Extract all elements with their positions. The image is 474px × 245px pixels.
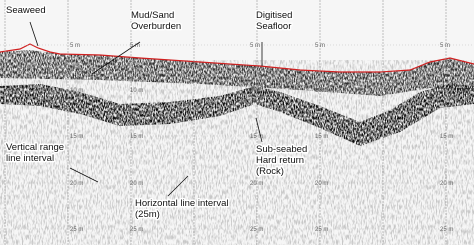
- depth-label: 20 m: [250, 181, 263, 187]
- annotation-text: Digitised: [256, 10, 292, 21]
- depth-label: 25 m: [440, 227, 453, 233]
- annotation-text: Seafloor: [256, 21, 291, 32]
- annotation-text: Sub-seabed: [256, 144, 307, 155]
- depth-label: 15 m: [130, 134, 143, 140]
- depth-label: 25 m: [70, 227, 83, 233]
- annotation-halo: Vertical range: [6, 142, 64, 153]
- digitised-seafloor: [0, 43, 474, 73]
- leader-line: [255, 117, 263, 143]
- depth-label: 10 m: [315, 88, 328, 94]
- leader-line: [29, 21, 39, 47]
- depth-label: 15 m: [70, 134, 83, 140]
- annotation-text: Overburden: [131, 21, 181, 32]
- leader-lines: [29, 21, 263, 197]
- annotation-halo: Mud/Sand: [131, 10, 174, 21]
- annotation-text: Mud/Sand: [131, 10, 174, 21]
- leader-line: [91, 41, 141, 75]
- depth-label: 5 m: [70, 43, 80, 49]
- annotation-text: Vertical range: [6, 142, 64, 153]
- depth-label: 20 m: [70, 181, 83, 187]
- annotation-text: (25m): [135, 209, 160, 220]
- annotation-halo: (Rock): [256, 166, 284, 177]
- depth-label: 25 m: [315, 227, 328, 233]
- annotation-halo: Sub-seabed: [256, 144, 307, 155]
- depth-label: 25 m: [130, 227, 143, 233]
- depth-label: 15 m: [315, 134, 328, 140]
- annotation-text: Seaweed: [6, 5, 46, 16]
- depth-label: 5 m: [130, 43, 140, 49]
- rock-reflector: [0, 84, 474, 146]
- annotation-halo: Overburden: [131, 21, 181, 32]
- depth-label: 20 m: [130, 181, 143, 187]
- annotation-text: line interval: [6, 153, 54, 164]
- annotation-halo: (25m): [135, 209, 160, 220]
- annotation-halo: Digitised: [256, 10, 292, 21]
- leader-line: [69, 167, 99, 183]
- depth-label: 10 m: [70, 88, 83, 94]
- annotation-text: Horizontal line interval: [135, 198, 228, 209]
- depth-label: 25 m: [250, 227, 263, 233]
- depth-label: 10 m: [250, 88, 263, 94]
- overburden-band: [0, 50, 474, 96]
- leader-line: [167, 175, 189, 197]
- annotation-text: (Rock): [256, 166, 284, 177]
- depth-label: 5 m: [315, 43, 325, 49]
- annotation-halo: Seafloor: [256, 21, 291, 32]
- depth-label: 15 m: [250, 134, 263, 140]
- depth-label: 20 m: [315, 181, 328, 187]
- annotation-halo: Seaweed: [6, 5, 46, 16]
- depth-label: 5 m: [250, 43, 260, 49]
- depth-label: 10 m: [130, 88, 143, 94]
- depth-label: 5 m: [440, 43, 450, 49]
- depth-label: 15 m: [440, 134, 453, 140]
- annotation-halo: line interval: [6, 153, 54, 164]
- annotation-text: Hard return: [256, 155, 304, 166]
- depth-label: 20 m: [440, 181, 453, 187]
- annotation-halo: Horizontal line interval: [135, 198, 228, 209]
- annotation-halo: Hard return: [256, 155, 304, 166]
- depth-label: 10 m: [440, 88, 453, 94]
